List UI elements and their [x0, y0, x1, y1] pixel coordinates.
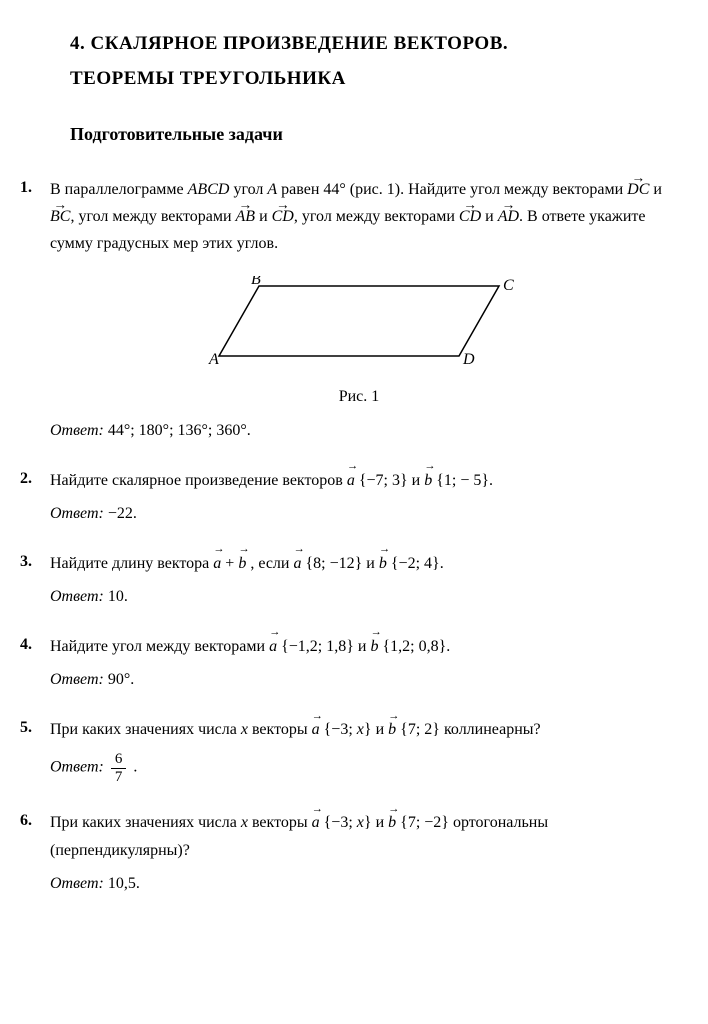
vector-b: b — [388, 716, 396, 743]
section-title-line1: 4. СКАЛЯРНОЕ ПРОИЗВЕДЕНИЕ ВЕКТОРОВ. — [70, 30, 668, 59]
parallelogram-diagram: A B C D — [189, 276, 529, 371]
problem-number: 4. — [20, 633, 50, 692]
label-b: B — [251, 276, 261, 288]
problem-text: При каких значениях числа x векторы a {−… — [50, 809, 668, 863]
vector-a: a — [269, 633, 277, 660]
problem-3: 3. Найдите длину вектора a + b , если a … — [20, 550, 668, 609]
vector-dc: DC — [627, 176, 649, 203]
problem-text: Найдите угол между векторами a {−1,2; 1,… — [50, 633, 668, 660]
label-d: D — [462, 351, 475, 368]
section-subtitle: Подготовительные задачи — [70, 121, 668, 148]
vector-b: b — [238, 550, 246, 577]
problem-1: 1. В параллелограмме ABCD угол A равен 4… — [20, 176, 668, 443]
problem-6: 6. При каких значениях числа x векторы a… — [20, 809, 668, 895]
vector-a: a — [213, 550, 221, 577]
problem-body: При каких значениях числа x векторы a {−… — [50, 809, 668, 895]
problem-2: 2. Найдите скалярное произведение вектор… — [20, 467, 668, 526]
vector-ad: AD — [498, 203, 519, 230]
problem-number: 2. — [20, 467, 50, 526]
vector-b: b — [424, 467, 432, 494]
problem-body: Найдите длину вектора a + b , если a {8;… — [50, 550, 668, 609]
problem-number: 5. — [20, 716, 50, 785]
vector-a2: a — [293, 550, 301, 577]
answer: Ответ: −22. — [50, 502, 668, 526]
label-c: C — [503, 277, 514, 294]
problem-text: При каких значениях числа x векторы a {−… — [50, 716, 668, 743]
vector-cd2: CD — [459, 203, 481, 230]
section-title-line2: ТЕОРЕМЫ ТРЕУГОЛЬНИКА — [70, 65, 668, 94]
vector-a: a — [312, 809, 320, 836]
vector-cd: CD — [272, 203, 294, 230]
vector-b: b — [370, 633, 378, 660]
problem-body: Найдите скалярное произведение векторов … — [50, 467, 668, 526]
problem-body: В параллелограмме ABCD угол A равен 44° … — [50, 176, 668, 443]
answer: Ответ: 10. — [50, 585, 668, 609]
problem-body: Найдите угол между векторами a {−1,2; 1,… — [50, 633, 668, 692]
label-a: A — [208, 351, 219, 368]
answer: Ответ: 10,5. — [50, 872, 668, 896]
problem-text: В параллелограмме ABCD угол A равен 44° … — [50, 176, 668, 258]
answer: Ответ: 90°. — [50, 668, 668, 692]
vector-a: a — [312, 716, 320, 743]
problem-5: 5. При каких значениях числа x векторы a… — [20, 716, 668, 785]
vector-b2: b — [379, 550, 387, 577]
problem-number: 1. — [20, 176, 50, 443]
figure-1: A B C D Рис. 1 — [50, 276, 668, 409]
answer: Ответ: 67 . — [50, 751, 668, 785]
problem-body: При каких значениях числа x векторы a {−… — [50, 716, 668, 785]
fraction-answer: 67 — [111, 751, 127, 785]
vector-b: b — [388, 809, 396, 836]
problem-text: Найдите длину вектора a + b , если a {8;… — [50, 550, 668, 577]
vector-a: a — [347, 467, 355, 494]
figure-caption: Рис. 1 — [50, 385, 668, 409]
answer: Ответ: 44°; 180°; 136°; 360°. — [50, 419, 668, 443]
problem-4: 4. Найдите угол между векторами a {−1,2;… — [20, 633, 668, 692]
problem-number: 6. — [20, 809, 50, 895]
vector-bc: BC — [50, 203, 70, 230]
problem-text: Найдите скалярное произведение векторов … — [50, 467, 668, 494]
vector-ab: AB — [236, 203, 256, 230]
problem-number: 3. — [20, 550, 50, 609]
